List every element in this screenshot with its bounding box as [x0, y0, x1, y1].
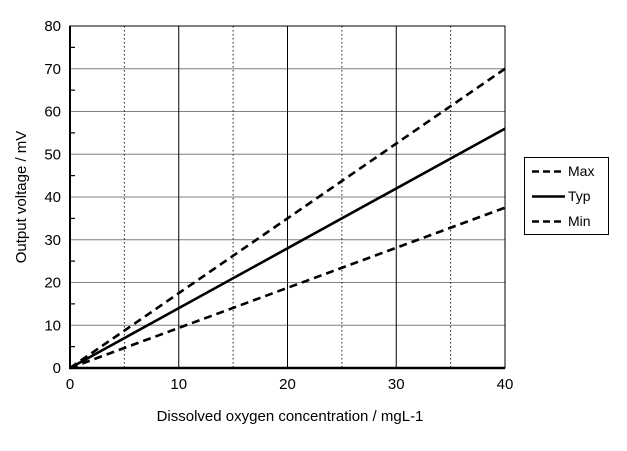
x-tick-label: 0 [66, 376, 74, 393]
y-tick-label: 30 [44, 232, 61, 249]
legend-item-max: Max [532, 159, 608, 184]
legend-label-min: Min [568, 213, 591, 229]
y-tick-label: 50 [44, 146, 61, 163]
series-line-max [69, 67, 506, 370]
x-tick-label: 40 [497, 376, 514, 393]
y-tick-label: 10 [44, 317, 61, 334]
x-tick-label: 20 [279, 376, 296, 393]
y-tick-label: 70 [44, 61, 61, 78]
y-tick-label: 60 [44, 104, 61, 121]
legend-label-max: Max [568, 163, 595, 179]
legend-label-typ: Typ [568, 188, 591, 204]
y-axis-title: Output voltage / mV [13, 131, 30, 264]
legend-item-typ: Typ [532, 184, 608, 209]
legend-line-sample-max [532, 169, 565, 173]
y-tick-label: 20 [44, 275, 61, 292]
x-tick-label: 10 [170, 376, 187, 393]
x-tick-label: 30 [388, 376, 405, 393]
legend-line-sample-typ [532, 194, 565, 198]
chart-layers: 0 10 20 30 40 0 10 20 30 40 50 60 70 80 [44, 18, 513, 393]
y-tick-label: 0 [53, 360, 61, 377]
y-tick-label: 80 [44, 18, 61, 35]
legend-item-min: Min [532, 209, 608, 234]
y-tick-label: 40 [44, 189, 61, 206]
series-line-typ [69, 127, 506, 370]
legend: Max Typ Min [524, 157, 609, 235]
x-axis-title: Dissolved oxygen concentration / mgL-1 [157, 408, 424, 425]
legend-line-sample-min [532, 219, 565, 223]
